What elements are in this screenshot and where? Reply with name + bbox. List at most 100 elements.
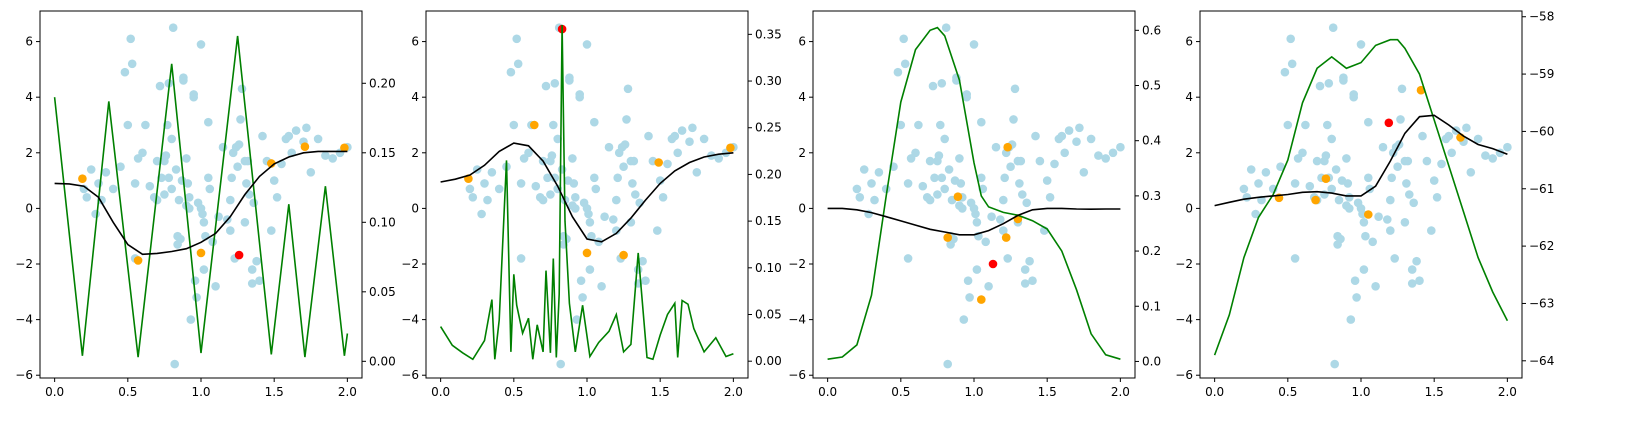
light-point — [859, 165, 869, 174]
y-tick-label: 0 — [25, 201, 33, 215]
light-point — [116, 162, 125, 171]
light-point — [1324, 79, 1334, 88]
light-point — [633, 265, 643, 274]
light-point — [1022, 198, 1031, 208]
light-point — [171, 165, 181, 174]
light-point — [1386, 195, 1395, 205]
light-point — [272, 193, 282, 202]
light-point — [101, 168, 111, 177]
light-point — [604, 142, 614, 152]
y2-tick-label: 0.05 — [755, 307, 782, 321]
y-tick-label: −2 — [15, 257, 33, 271]
light-point — [638, 256, 647, 266]
light-point — [306, 168, 316, 177]
light-point — [619, 162, 628, 171]
light-point — [911, 148, 920, 158]
x-tick-label: 1.0 — [191, 385, 210, 399]
light-point — [996, 215, 1005, 224]
light-point — [936, 120, 945, 130]
light-point — [211, 282, 220, 291]
light-point — [218, 142, 228, 152]
plot-area — [439, 23, 738, 369]
light-point — [531, 181, 541, 191]
x-tick-label: 0.0 — [431, 385, 450, 399]
light-point — [477, 209, 486, 219]
light-point — [240, 218, 250, 227]
x-tick-label: 0.0 — [45, 385, 64, 399]
light-point — [258, 131, 267, 141]
light-point — [1352, 293, 1361, 302]
light-point — [1064, 126, 1074, 135]
y-tick-label: 6 — [798, 35, 806, 49]
light-point — [1072, 137, 1081, 146]
y2-tick-label: −59 — [1529, 67, 1554, 81]
light-point — [1473, 134, 1483, 144]
light-point — [903, 179, 913, 188]
light-point — [199, 218, 209, 227]
light-point — [1261, 168, 1271, 177]
light-point — [1327, 134, 1336, 144]
light-point — [236, 115, 245, 124]
light-point — [620, 140, 630, 149]
light-point — [480, 179, 489, 188]
light-point — [543, 173, 552, 183]
light-point — [1028, 276, 1037, 286]
light-point — [1242, 193, 1252, 202]
light-point — [571, 193, 580, 202]
light-point — [565, 73, 574, 82]
light-point — [1101, 154, 1110, 163]
light-point — [1403, 156, 1413, 166]
light-point — [233, 162, 242, 171]
light-point — [578, 293, 587, 302]
light-point — [928, 81, 938, 91]
light-point — [663, 159, 672, 169]
light-point — [127, 59, 137, 69]
light-point — [516, 179, 526, 188]
light-point — [585, 218, 595, 227]
light-point — [1254, 179, 1263, 188]
light-point — [255, 276, 264, 286]
light-point — [556, 359, 565, 369]
light-point — [962, 92, 971, 102]
light-point — [1290, 254, 1300, 263]
light-point — [1025, 256, 1034, 266]
light-point — [699, 134, 709, 144]
light-point — [977, 173, 986, 183]
y2-tick-label: 0.0 — [1142, 354, 1161, 368]
light-point — [160, 190, 169, 199]
light-point — [1016, 156, 1026, 166]
light-point — [1346, 315, 1356, 324]
x-tick-label: 0.5 — [891, 385, 910, 399]
light-point — [487, 168, 497, 177]
y2-tick-label: 0.30 — [755, 74, 782, 88]
light-point — [186, 315, 196, 324]
y2-tick-label: −63 — [1529, 296, 1554, 310]
orange-point — [530, 120, 539, 130]
light-point — [612, 226, 621, 235]
light-point — [852, 184, 862, 194]
x-tick-label: 0.5 — [504, 385, 523, 399]
y-tick-label: 4 — [798, 90, 806, 104]
y2-tick-label: 0.00 — [369, 354, 396, 368]
light-point — [587, 231, 596, 241]
light-point — [930, 173, 939, 183]
light-point — [1045, 193, 1055, 202]
light-point — [1042, 176, 1052, 185]
light-point — [688, 123, 697, 133]
orange-point — [300, 142, 310, 151]
light-point — [940, 184, 949, 194]
light-point — [893, 67, 903, 77]
light-point — [944, 165, 954, 174]
orange-point — [1321, 174, 1331, 183]
light-point — [1350, 276, 1360, 286]
light-point — [1488, 154, 1497, 163]
light-point — [168, 23, 178, 32]
light-point — [1405, 190, 1414, 199]
light-point — [546, 190, 555, 199]
light-point — [943, 359, 952, 369]
light-point — [1342, 154, 1351, 163]
light-point — [196, 40, 206, 49]
orange-point — [340, 143, 349, 153]
light-point — [1000, 173, 1009, 183]
light-point — [1444, 131, 1454, 141]
